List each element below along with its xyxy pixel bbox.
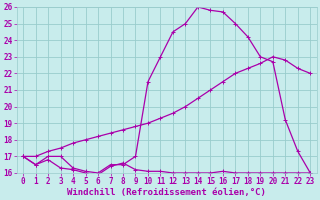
X-axis label: Windchill (Refroidissement éolien,°C): Windchill (Refroidissement éolien,°C) xyxy=(67,188,266,197)
